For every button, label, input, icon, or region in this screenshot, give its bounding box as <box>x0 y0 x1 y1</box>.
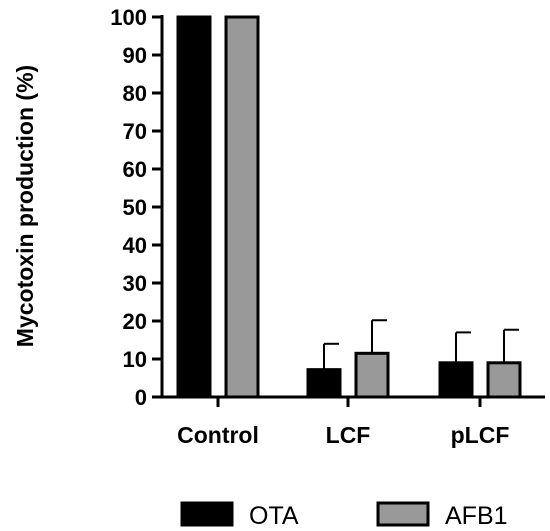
y-axis: 0 10 20 30 40 50 60 70 80 90 100 <box>110 5 164 410</box>
error-bars <box>323 319 519 370</box>
legend: OTA AFB1 <box>180 501 508 530</box>
x-axis: Control LCF pLCF <box>160 395 545 448</box>
y-tick-label: 10 <box>123 347 147 372</box>
y-tick-label: 40 <box>123 233 147 258</box>
y-tick-label: 50 <box>123 195 147 220</box>
y-tick-label: 80 <box>123 81 147 106</box>
y-axis-title: Mycotoxin production (%) <box>12 65 38 347</box>
bar-ota-control <box>176 15 212 399</box>
x-tick-label: Control <box>177 422 259 448</box>
bar-afb1-lcf <box>354 351 390 399</box>
y-tick-label: 30 <box>123 271 147 296</box>
legend-label-afb1: AFB1 <box>445 502 508 530</box>
y-tick-label: 20 <box>123 309 147 334</box>
legend-label-ota: OTA <box>249 502 299 530</box>
bar-ota-plcf <box>438 361 474 399</box>
x-tick-label: LCF <box>326 422 371 448</box>
x-tick-label: pLCF <box>451 422 510 448</box>
bar-ota-lcf <box>306 368 342 399</box>
y-tick-label: 100 <box>110 5 147 30</box>
legend-swatch-ota <box>180 501 234 527</box>
bars <box>176 15 522 399</box>
y-tick-label: 0 <box>135 385 147 410</box>
y-tick-label: 70 <box>123 119 147 144</box>
legend-swatch-afb1 <box>376 501 430 527</box>
y-tick-label: 90 <box>123 43 147 68</box>
bar-afb1-control <box>224 15 260 399</box>
y-tick-label: 60 <box>123 157 147 182</box>
bar-afb1-plcf <box>486 361 522 399</box>
